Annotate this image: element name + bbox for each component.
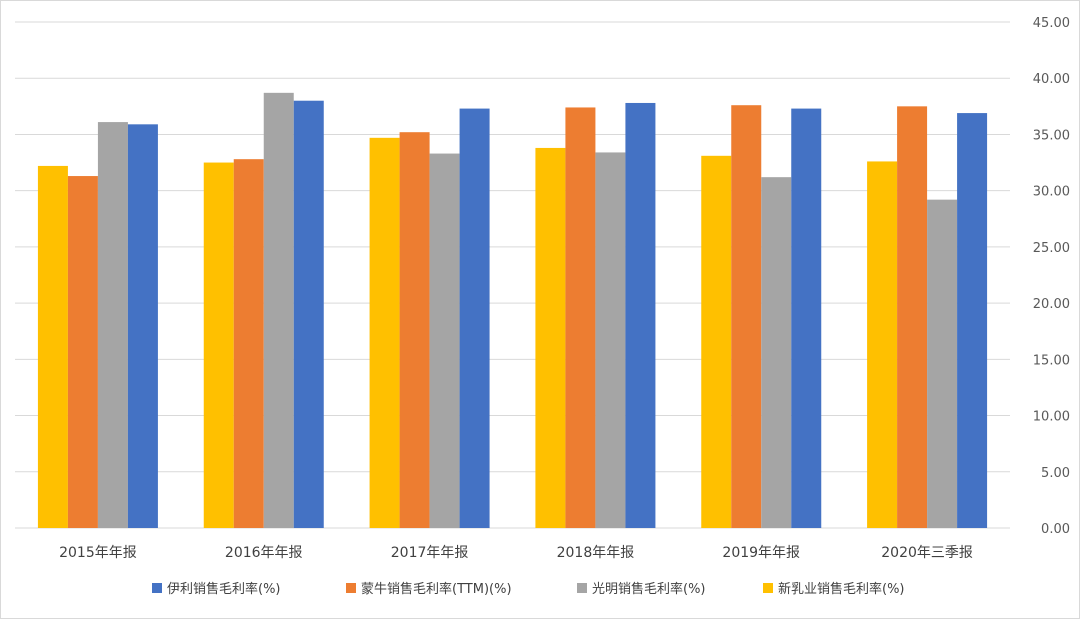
legend-swatch	[346, 583, 356, 593]
y-tick-label: 45.00	[1033, 16, 1070, 31]
y-tick-label: 5.00	[1041, 466, 1070, 481]
watermark-text: 诗与星空	[940, 562, 1020, 586]
bar	[233, 159, 264, 528]
legend-swatch	[577, 583, 587, 593]
x-tick-label: 2020年三季报	[881, 545, 973, 561]
bar	[459, 108, 490, 529]
watermark: 诗与星空	[902, 562, 1020, 588]
x-axis-labels: 2015年年报 2016年年报 2017年年报 2018年年报 2019年年报 2020年…	[59, 545, 973, 561]
y-tick-label: 35.00	[1033, 128, 1070, 143]
bar	[37, 165, 68, 528]
legend: 伊利销售毛利率(%) 蒙牛销售毛利率(TTM)(%) 光明销售毛利率(%) 新乳业销售…	[152, 581, 905, 597]
x-tick-label: 2018年年报	[557, 545, 635, 561]
y-tick-label: 15.00	[1033, 353, 1070, 368]
bar	[203, 162, 234, 529]
bar	[535, 147, 566, 528]
bar	[731, 105, 762, 528]
bar	[429, 153, 460, 528]
bar	[67, 176, 98, 528]
bar	[595, 152, 626, 529]
bar	[97, 122, 128, 528]
bar	[293, 100, 324, 528]
legend-swatch	[152, 583, 162, 593]
bar	[263, 92, 294, 528]
x-tick-label: 2017年年报	[391, 545, 469, 561]
gridlines	[15, 21, 1010, 529]
legend-label: 光明销售毛利率(%)	[592, 581, 706, 597]
bar	[565, 107, 596, 529]
bar	[761, 177, 792, 528]
legend-label: 蒙牛销售毛利率(TTM)(%)	[361, 581, 512, 597]
bar	[399, 132, 430, 528]
legend-label: 新乳业销售毛利率(%)	[778, 581, 905, 597]
x-tick-label: 2016年年报	[225, 545, 303, 561]
y-tick-label: 40.00	[1033, 72, 1070, 87]
bars	[37, 92, 988, 529]
y-tick-label: 25.00	[1033, 241, 1070, 256]
x-tick-label: 2015年年报	[59, 545, 137, 561]
legend-label: 伊利销售毛利率(%)	[167, 581, 281, 597]
bar	[957, 113, 988, 528]
bar	[867, 161, 898, 529]
y-tick-label: 10.00	[1033, 410, 1070, 425]
y-tick-label: 0.00	[1041, 522, 1070, 537]
bar	[625, 102, 656, 529]
x-tick-label: 2019年年报	[722, 545, 800, 561]
wechat-icon	[902, 565, 934, 588]
bar	[897, 106, 928, 528]
bar	[791, 108, 822, 529]
y-tick-label: 30.00	[1033, 185, 1070, 200]
y-axis-ticks: 0.00 5.00 10.00 15.00 20.00 25.00 30.00 35.00 40…	[1033, 16, 1070, 537]
y-tick-label: 20.00	[1033, 297, 1070, 312]
bar	[127, 124, 158, 528]
bar	[369, 137, 400, 528]
bar	[701, 155, 732, 528]
bar	[927, 199, 958, 528]
legend-swatch	[763, 583, 773, 593]
